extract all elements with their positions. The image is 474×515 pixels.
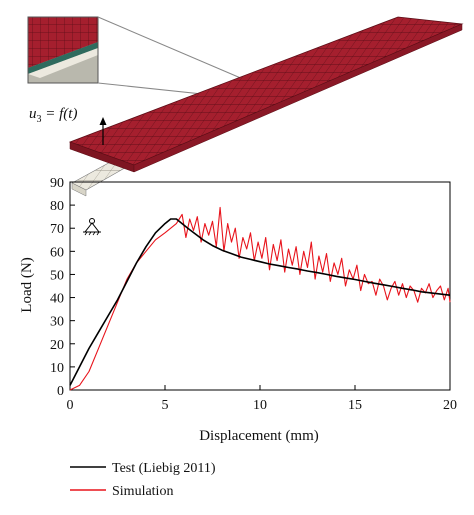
arrow-head-icon [99, 117, 107, 125]
x-axis-title: Displacement (mm) [199, 428, 319, 444]
y-tick-label: 50 [50, 268, 64, 283]
load-formula: u3 = f(t) [29, 106, 77, 125]
y-tick-label: 40 [50, 292, 64, 307]
y-tick-label: 10 [50, 361, 64, 376]
series-lines [69, 206, 451, 391]
y-tick-label: 80 [50, 199, 64, 214]
y-tick-label: 30 [50, 315, 64, 330]
y-tick-label: 60 [50, 245, 64, 260]
y-tick-label: 90 [50, 176, 64, 191]
y-tick-label: 70 [50, 222, 64, 237]
x-axis: 0 5 10 15 20 [67, 385, 457, 413]
legend-label-simulation: Simulation [112, 484, 173, 499]
y-tick-label: 0 [57, 384, 64, 399]
x-tick-label: 10 [253, 398, 267, 413]
x-tick-label: 5 [162, 398, 169, 413]
pin-support-icon [83, 218, 101, 236]
upper-laminate [68, 16, 464, 166]
legend: Test (Liebig 2011) Simulation [70, 461, 216, 499]
x-tick-label: 0 [67, 398, 74, 413]
x-tick-label: 15 [348, 398, 362, 413]
y-tick-label: 20 [50, 338, 64, 353]
zoom-inset [27, 16, 251, 99]
series-line-simulation [69, 206, 451, 391]
fe-model-illustration: u3 = f(t) [27, 16, 464, 236]
y-axis: 0 10 20 30 40 50 60 70 80 90 [50, 176, 75, 399]
load-displacement-chart: 0 10 20 30 40 50 60 70 80 90 0 5 10 15 20 Displacemen… [19, 176, 457, 444]
x-tick-label: 20 [443, 398, 457, 413]
legend-label-test: Test (Liebig 2011) [112, 461, 216, 476]
y-axis-title: Load (N) [19, 257, 35, 312]
series-line-test [69, 218, 451, 386]
